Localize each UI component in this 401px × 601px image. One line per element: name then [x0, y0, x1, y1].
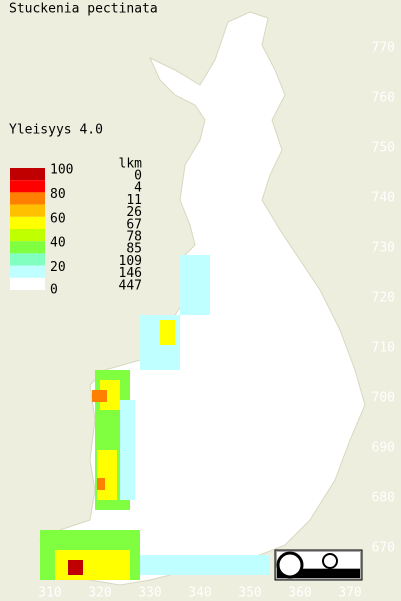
legend-count: 109 — [119, 254, 142, 269]
cell-area — [92, 390, 107, 402]
legend-count: 146 — [119, 266, 142, 281]
badge-cc-icon — [276, 551, 304, 579]
easting-label: 370 — [338, 586, 361, 601]
northing-label: 750 — [372, 141, 395, 156]
cc-badge — [274, 549, 363, 581]
cell-area — [100, 380, 120, 410]
legend-swatch — [10, 277, 45, 290]
cell-area — [120, 400, 135, 500]
easting-label: 320 — [88, 586, 111, 601]
legend-swatch — [10, 168, 45, 181]
northing-label: 680 — [372, 491, 395, 506]
legend-count: 4 — [134, 181, 142, 196]
northing-label: 720 — [372, 291, 395, 306]
northing-label: 740 — [372, 191, 395, 206]
legend-swatch — [10, 180, 45, 193]
legend-percent: 40 — [50, 236, 66, 251]
legend-count: 447 — [119, 278, 142, 293]
legend-percent: 0 — [50, 283, 58, 298]
occurrence-cells — [40, 255, 270, 580]
frequency-label: Yleisyys 4.0 — [9, 123, 103, 138]
cell-area — [97, 450, 117, 500]
easting-label: 310 — [38, 586, 61, 601]
legend-count: 67 — [126, 217, 142, 232]
northing-label: 770 — [372, 41, 395, 56]
legend-swatch — [10, 204, 45, 217]
legend-header: lkm — [119, 157, 143, 172]
northing-label: 730 — [372, 241, 395, 256]
easting-label: 350 — [238, 586, 261, 601]
northing-label: 670 — [372, 541, 395, 556]
legend-swatch — [10, 253, 45, 266]
badge-bottom — [277, 569, 360, 578]
legend-percent: 80 — [50, 187, 66, 202]
cell-area — [160, 320, 175, 345]
legend-swatch — [10, 192, 45, 205]
map-title: Stuckenia pectinata — [9, 2, 158, 17]
cell-area — [55, 550, 130, 580]
cell-area — [68, 560, 83, 575]
northing-label: 760 — [372, 91, 395, 106]
badge-by-icon — [322, 553, 338, 569]
legend-count: 11 — [126, 193, 142, 208]
legend-swatch — [10, 241, 45, 254]
easting-label: 330 — [138, 586, 161, 601]
cell-area — [140, 555, 270, 575]
cell-area — [97, 478, 105, 490]
legend-swatch — [10, 216, 45, 229]
legend-swatch — [10, 229, 45, 242]
legend-count: 26 — [126, 205, 142, 220]
legend-swatch — [10, 265, 45, 278]
legend-percent: 20 — [50, 260, 66, 275]
legend-percent: 60 — [50, 211, 66, 226]
easting-label: 340 — [188, 586, 211, 601]
easting-label: 360 — [288, 586, 311, 601]
legend-count: 78 — [126, 230, 142, 245]
legend-count: 85 — [126, 242, 142, 257]
northing-label: 690 — [372, 441, 395, 456]
cell-area — [180, 255, 210, 315]
legend-percent: 100 — [50, 163, 73, 178]
northing-label: 710 — [372, 341, 395, 356]
legend-count: 0 — [134, 169, 142, 184]
northing-label: 700 — [372, 391, 395, 406]
